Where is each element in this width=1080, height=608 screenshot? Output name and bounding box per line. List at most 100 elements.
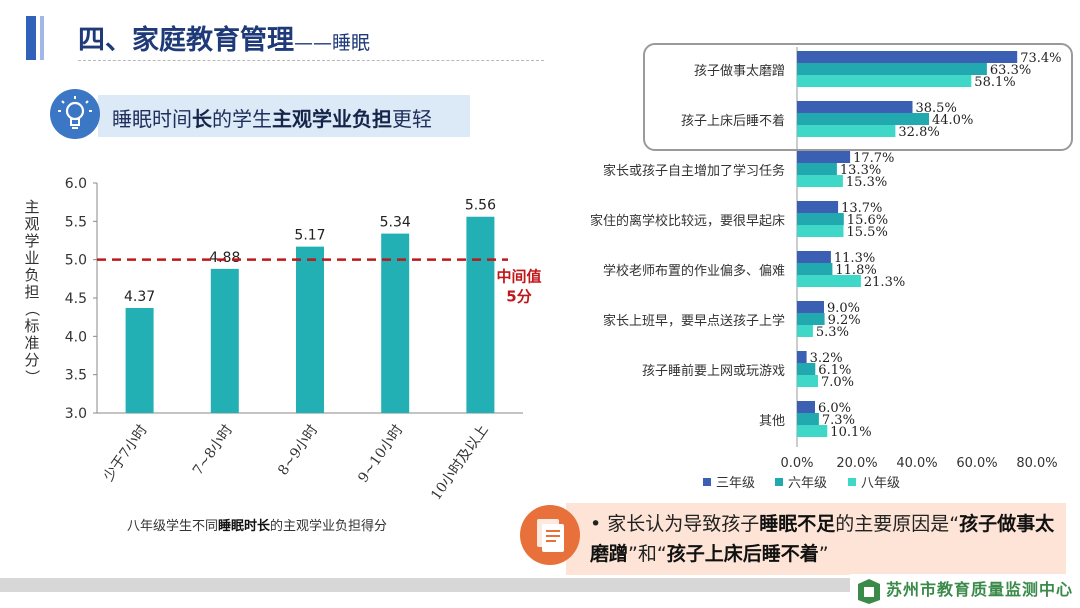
right-chart-bar xyxy=(797,363,816,375)
right-chart-bar-value-label: 73.4% xyxy=(1020,51,1061,66)
subheading-part1: 睡眠时间 xyxy=(112,107,192,131)
title-accent-bar-light xyxy=(40,16,44,60)
right-chart-x-tick-label: 20.0% xyxy=(836,456,877,471)
lightbulb-icon xyxy=(50,89,100,139)
left-chart-y-axis-title-char: （ xyxy=(23,301,41,316)
callout-part4: 孩子做事太磨蹭 xyxy=(590,513,1055,565)
right-chart-bar xyxy=(797,75,972,87)
left-chart-bar-value-label: 5.56 xyxy=(465,198,496,214)
right-chart-bar xyxy=(797,201,839,213)
top-reasons-highlight-box xyxy=(643,43,1073,151)
callout-part1: 家长认为导致孩子 xyxy=(607,513,760,535)
left-chart-bar-value-label: 4.37 xyxy=(124,289,155,305)
page-title-main: 四、家庭教育管理 xyxy=(78,25,294,56)
left-chart-y-tick-label: 3.0 xyxy=(65,406,87,422)
right-chart-x-tick-label: 60.0% xyxy=(956,456,997,471)
right-chart-bar xyxy=(797,275,861,287)
right-chart-x-tick-label: 0.0% xyxy=(780,456,813,471)
right-chart-category-label: 其他 xyxy=(759,414,785,429)
right-chart-bar xyxy=(797,125,896,137)
right-chart-legend-swatch xyxy=(775,478,783,486)
callout-part6: 孩子上床后睡不着 xyxy=(666,543,819,565)
right-chart-bar xyxy=(797,101,913,113)
right-chart-bar-value-label: 15.5% xyxy=(847,225,888,240)
left-chart-y-tick-label: 4.0 xyxy=(65,329,87,345)
right-chart-legend-label: 三年级 xyxy=(716,476,755,491)
left-chart-bar xyxy=(125,307,154,413)
right-chart-bar xyxy=(797,151,851,163)
left-chart-y-axis-title-char: ） xyxy=(23,369,41,384)
left-chart-y-axis-title-char: 观 xyxy=(24,215,39,233)
right-chart-legend-label: 八年级 xyxy=(861,476,900,491)
right-chart-bar xyxy=(797,263,833,275)
right-chart-bar-value-label: 7.3% xyxy=(822,413,855,428)
right-chart-bar-value-label: 13.3% xyxy=(840,163,881,178)
right-chart-category-label: 孩子做事太磨蹭 xyxy=(694,64,785,79)
callout-part3: 的主要原因是“ xyxy=(835,513,960,535)
right-chart-legend-swatch xyxy=(848,478,856,486)
callout-part7: ” xyxy=(818,543,829,565)
callout-text: • 家长认为导致孩子睡眠不足的主要原因是“孩子做事太磨蹭”和“孩子上床后睡不着” xyxy=(590,509,1060,569)
callout-part2: 睡眠不足 xyxy=(759,513,836,535)
subheading-banner xyxy=(98,95,470,137)
caption-part-b: 睡眠时长 xyxy=(218,519,271,534)
right-chart-bar-value-label: 5.3% xyxy=(816,325,849,340)
right-chart-bar-value-label: 17.7% xyxy=(853,151,894,166)
page-title: 四、家庭教育管理——睡眠 xyxy=(78,18,370,57)
right-chart-bar-value-label: 21.3% xyxy=(864,275,905,290)
left-chart-caption: 八年级学生不同睡眠时长的主观学业负担得分 xyxy=(127,515,387,534)
right-chart-bar xyxy=(797,301,824,313)
right-chart-bar xyxy=(797,51,1018,63)
right-chart-x-tick-label: 80.0% xyxy=(1016,456,1057,471)
left-chart-median-label-line2: 5分 xyxy=(506,288,531,306)
left-chart-y-axis-title-char: 标 xyxy=(24,317,39,335)
right-chart-bar-value-label: 15.6% xyxy=(847,213,888,228)
right-chart-bar-value-label: 13.7% xyxy=(841,201,882,216)
subheading-text: 睡眠时间长的学生主观学业负担更轻 xyxy=(112,103,432,132)
left-chart-y-tick-label: 4.5 xyxy=(65,291,87,307)
title-accent-bar xyxy=(26,16,36,60)
left-chart-category-label: 7~8小时 xyxy=(190,422,236,478)
caption-part-a: 八年级学生不同 xyxy=(127,519,219,534)
subheading-part4: 主观学业负担 xyxy=(272,107,392,131)
right-chart-bar xyxy=(797,225,844,237)
right-chart-bar xyxy=(797,401,815,413)
right-chart-bar-value-label: 32.8% xyxy=(898,125,939,140)
right-chart-bar-value-label: 6.0% xyxy=(818,401,851,416)
footer-band xyxy=(0,578,1080,592)
left-chart-category-label: 10小时及以上 xyxy=(428,422,491,503)
left-chart-bar xyxy=(466,216,495,413)
right-chart-category-label: 学校老师布置的作业偏多、偏难 xyxy=(603,263,785,279)
right-chart-category-label: 孩子睡前要上网或玩游戏 xyxy=(642,363,785,379)
left-chart-bar xyxy=(381,233,410,413)
right-chart-bar-value-label: 10.1% xyxy=(830,425,871,440)
right-chart-bar-value-label: 6.1% xyxy=(818,363,851,378)
left-chart-y-tick-label: 5.0 xyxy=(65,253,87,269)
right-chart-bar-value-label: 7.0% xyxy=(821,375,854,390)
right-chart-bar-value-label: 11.8% xyxy=(835,263,876,278)
left-chart-median-label-line1: 中间值 xyxy=(496,268,541,286)
left-chart-y-axis-title-char: 准 xyxy=(24,334,39,352)
left-chart-category-label: 8~9小时 xyxy=(275,422,321,478)
right-chart-category-label: 孩子上床后睡不着 xyxy=(681,113,785,129)
caption-part-c: 的主观学业负担得分 xyxy=(270,519,388,534)
right-chart-bar xyxy=(797,213,844,225)
right-chart-bar xyxy=(797,425,828,437)
page-title-sub: ——睡眠 xyxy=(294,32,371,54)
right-chart-bar xyxy=(797,413,819,425)
left-chart-bar-value-label: 5.17 xyxy=(294,228,325,244)
left-chart-y-axis-title-char: 分 xyxy=(24,351,39,369)
left-chart-y-axis-title-char: 学 xyxy=(24,232,39,250)
right-chart-bar-value-label: 15.3% xyxy=(846,175,887,190)
right-chart-bar-value-label: 38.5% xyxy=(916,101,957,116)
left-chart-y-axis-title-char: 业 xyxy=(24,249,39,267)
right-chart-bar-value-label: 58.1% xyxy=(974,75,1015,90)
right-chart-bar-value-label: 63.3% xyxy=(990,63,1031,78)
callout-banner xyxy=(566,503,1066,575)
document-icon xyxy=(520,505,580,565)
right-chart-bar xyxy=(797,175,843,187)
left-chart-category-label: 9~10小时 xyxy=(355,422,406,486)
right-chart-bar xyxy=(797,251,831,263)
right-chart-bar xyxy=(797,63,987,75)
